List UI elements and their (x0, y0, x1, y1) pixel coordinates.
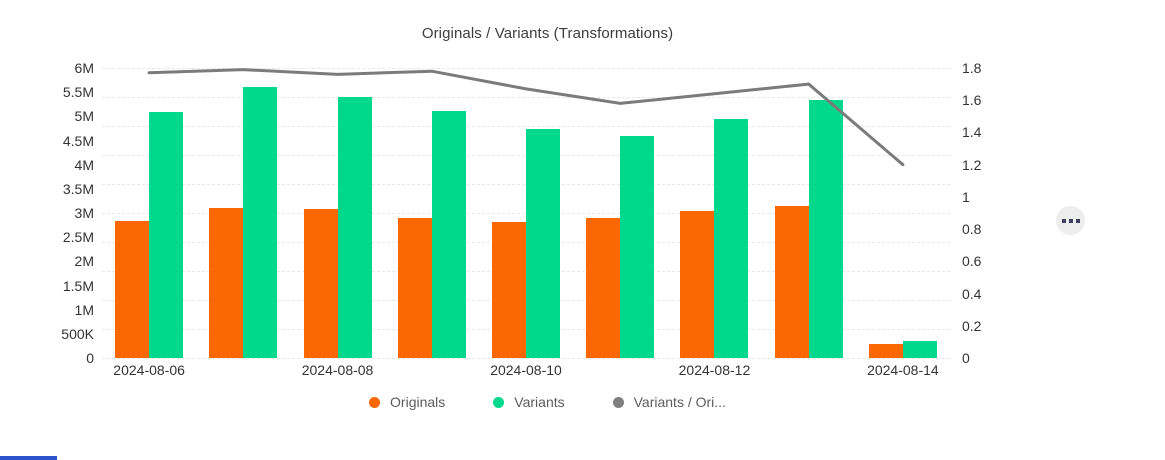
y-axis-right-tick: 0.6 (962, 253, 982, 270)
more-options-button[interactable] (1056, 206, 1085, 235)
y-axis-left-tick: 500K (61, 325, 94, 342)
legend-swatch-icon (369, 396, 381, 408)
y-axis-left-tick: 3M (74, 205, 94, 221)
y-axis-right-tick: 0.8 (962, 221, 982, 238)
bar-variants-2024-08-09[interactable] (431, 111, 466, 358)
bar-variants-2024-08-08[interactable] (337, 96, 372, 358)
gridline (102, 97, 950, 98)
y-axis-left-tick: 4.5M (62, 132, 94, 149)
y-axis-left: 6M 5.5M 5M 4.5M 4M 3.5M 3M 2.5M 2M 1.5M 1M 500K 0 (0, 60, 94, 366)
y-axis-right-tick: 1 (962, 188, 970, 205)
bar-originals-2024-08-10[interactable] (492, 222, 526, 358)
gridline (102, 126, 950, 127)
chart-title: Originals / Variants (Transformations) (421, 25, 674, 42)
bar-originals-2024-08-07[interactable] (209, 207, 244, 358)
bar-variants-2024-08-10[interactable] (526, 129, 560, 358)
y-axis-right-tick: 1.6 (962, 92, 982, 109)
legend-label: Originals (390, 394, 446, 410)
y-axis-left-tick: 5M (74, 108, 94, 125)
legend-swatch-icon (493, 396, 505, 408)
bar-originals-2024-08-08[interactable] (303, 209, 338, 358)
ratio-line-layer (147, 68, 905, 167)
y-axis-left-tick: 4M (74, 156, 94, 173)
y-axis-right-tick: 0.2 (962, 317, 982, 334)
y-axis-right-tick: 0.4 (962, 285, 982, 302)
bar-originals-2024-08-13[interactable] (774, 205, 809, 358)
bar-originals-2024-08-09[interactable] (397, 218, 432, 358)
legend-item-variants-ori[interactable]: Variants / Ori... (612, 394, 726, 410)
x-axis: 2024-08-06 2024-08-08 2024-08-10 2024-08-12… (102, 362, 950, 384)
x-axis-tick: 2024-08-12 (678, 362, 751, 378)
y-axis-left-tick: 5.5M (62, 84, 94, 101)
bar-originals-2024-08-11[interactable] (586, 217, 621, 358)
legend-label: Variants / Ori... (633, 394, 726, 410)
progress-indicator (0, 456, 57, 460)
bar-variants-2024-08-06[interactable] (149, 112, 184, 358)
bar-originals-2024-08-06[interactable] (115, 221, 150, 358)
bar-variants-2024-08-11[interactable] (620, 135, 655, 358)
y-axis-left-tick: 3.5M (62, 180, 94, 197)
legend-item-variants[interactable]: Variants (493, 394, 565, 410)
bar-originals-2024-08-14[interactable] (868, 343, 903, 358)
gridline (102, 358, 950, 359)
plot-area (102, 68, 950, 359)
ellipsis-icon (1061, 218, 1066, 223)
bar-variants-2024-08-07[interactable] (243, 87, 278, 358)
gridline (102, 68, 950, 69)
y-axis-left-tick: 6M (74, 60, 94, 76)
x-axis-tick: 2024-08-08 (301, 362, 374, 378)
bar-variants-2024-08-13[interactable] (808, 99, 843, 358)
y-axis-right-tick: 0 (962, 350, 970, 366)
y-axis-left-tick: 1M (74, 301, 94, 318)
legend-swatch-icon (612, 396, 624, 408)
bar-variants-2024-08-14[interactable] (902, 340, 937, 358)
x-axis-tick: 2024-08-10 (490, 362, 562, 378)
x-axis-tick: 2024-08-14 (867, 362, 939, 378)
y-axis-right-tick: 1.8 (962, 60, 982, 76)
y-axis-right-tick: 1.4 (962, 124, 982, 141)
bar-originals-2024-08-12[interactable] (680, 210, 715, 358)
y-axis-left-tick: 1.5M (62, 277, 94, 294)
legend: Originals Variants Variants / Ori... (0, 394, 1095, 410)
y-axis-left-tick: 0 (86, 350, 94, 366)
legend-item-originals[interactable]: Originals (369, 394, 445, 410)
x-axis-tick: 2024-08-06 (113, 362, 185, 378)
y-axis-right-tick: 1.2 (962, 156, 982, 173)
legend-label: Variants (514, 394, 565, 410)
y-axis-right: 1.8 1.6 1.4 1.2 1 0.8 0.6 0.4 0.2 0 (962, 60, 1022, 366)
ratio-line (147, 68, 905, 167)
y-axis-left-tick: 2M (74, 253, 94, 270)
bar-variants-2024-08-12[interactable] (714, 119, 749, 358)
y-axis-left-tick: 2.5M (62, 229, 94, 246)
